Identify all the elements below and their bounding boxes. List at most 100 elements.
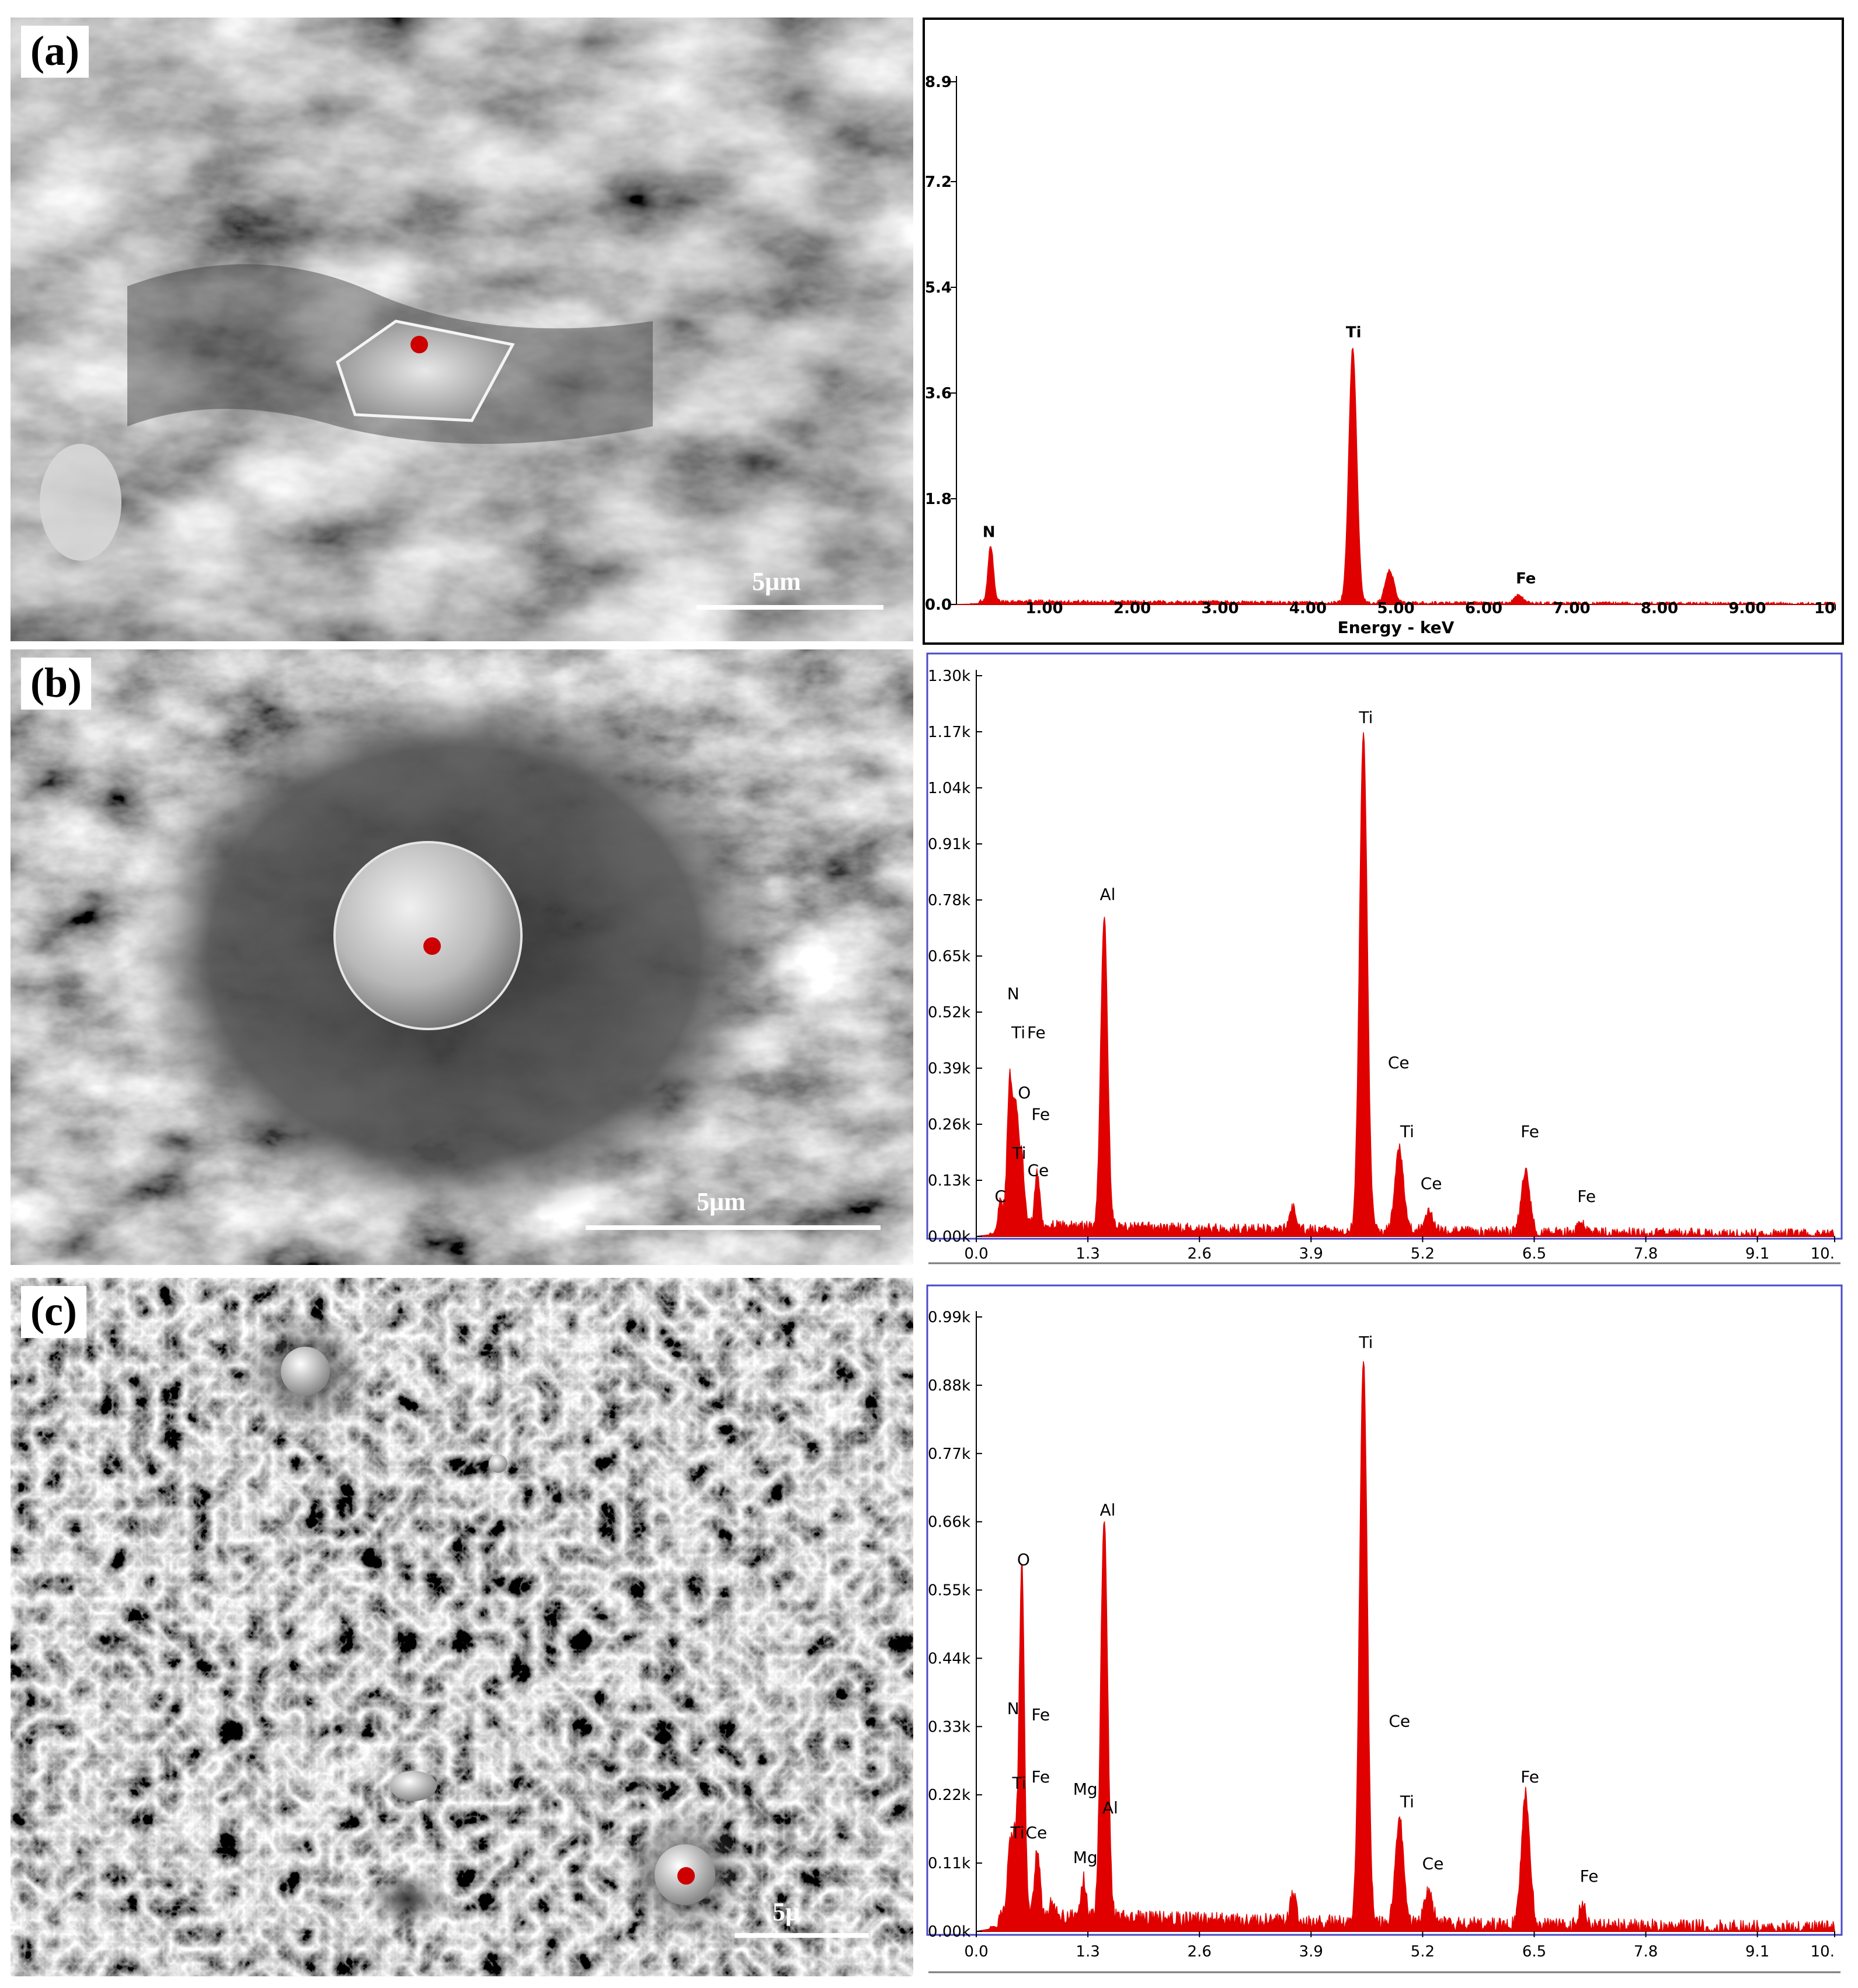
panel-label-b: (b) [21,658,91,710]
y-tick-label: 1.17k [928,724,970,741]
y-tick-label: 0.52k [928,1004,970,1021]
particle-b [333,841,523,1030]
x-tick-label: 9.00 [1728,600,1766,617]
peak-label: Fe [1027,1023,1046,1042]
peak-label: Fe [1577,1187,1596,1206]
spectrum-svg-b: 0.00k 0.13k 0.26k 0.39k 0.52k 0.65k 0.78k 0.91k… [926,652,1843,1264]
analysis-point-marker [423,937,441,955]
peak-label: Ce [1422,1854,1444,1874]
peak-label: Al [1100,885,1115,904]
scale-bar-label-a: 5μm [752,567,801,596]
x-tick-label: 4.00 [1289,600,1327,617]
x-tick-label: 2.6 [1188,1943,1212,1961]
peak-label: Fe [1521,1122,1539,1141]
peak-label: Fe [1580,1867,1599,1886]
y-tick-label: 0.00k [928,1923,970,1941]
peak-label: Fe [1031,1767,1050,1787]
y-tick-label: 3.6 [925,385,952,402]
y-tick-label: 5.4 [925,279,952,297]
scale-bar-b [586,1225,881,1230]
x-tick-label: 1.3 [1076,1943,1100,1961]
y-tick-label: 0.26k [928,1116,970,1134]
peak-label: Ce [1388,1053,1410,1072]
x-tick-label: 10. [1811,1943,1835,1961]
panel-label-a: (a) [21,26,89,78]
peak-label: Fe [1516,570,1536,588]
x-tick-label: 7.8 [1634,1943,1658,1961]
panel-label-c: (c) [21,1286,86,1338]
y-tick-label: 1.8 [925,491,952,508]
peak-label: N [1007,1699,1020,1718]
peak-label: N [1007,984,1020,1003]
peak-label: Fe [1031,1105,1050,1124]
x-tick-label: 2.00 [1114,600,1151,617]
y-tick-label: 0.91k [928,836,970,853]
spectrum-frame [926,1284,1843,1936]
x-tick-label: 10 [1814,600,1835,617]
spectrum-frame [923,18,1844,645]
y-tick-label: 0.0 [925,596,952,614]
y-tick-label: 0.44k [928,1650,970,1667]
y-tick-label: 0.11k [928,1855,970,1872]
peak-label: Ce [1026,1823,1048,1843]
peak-label: Al [1102,1798,1118,1817]
y-tick-label: 0.33k [928,1718,970,1736]
sem-image-a: (a) 5μm [11,18,913,641]
peak-label: Ti [1010,1823,1025,1843]
analysis-point-marker [410,336,428,353]
y-tick-label: 8.9 [925,74,952,91]
x-tick-label: 3.9 [1299,1245,1323,1263]
peak-label: Al [1100,1500,1115,1520]
x-tick-label: 10. [1811,1245,1835,1263]
eds-spectrum-c: 0.00k 0.11k 0.22k 0.33k 0.44k 0.55k 0.66k 0.77k… [923,1282,1845,1977]
y-tick-label: 0.66k [928,1514,970,1531]
x-tick-label: 0.0 [964,1245,988,1263]
peak-label: Mg [1073,1780,1098,1799]
x-tick-label: 2.6 [1188,1245,1212,1263]
y-tick-label: 0.78k [928,892,970,909]
peak-label: Ti [1358,708,1373,727]
y-tick-label: 0.39k [928,1060,970,1078]
spectrum-frame [926,652,1843,1240]
particle-a [336,319,515,422]
peak-label: Ce [1389,1711,1410,1730]
scale-bar-c [735,1933,869,1938]
y-tick-label: 0.55k [928,1582,970,1600]
sem-texture-a [11,18,913,641]
y-tick-label: 0.00k [928,1228,970,1246]
sem-texture-c [11,1278,913,1976]
peak-label: O [1018,1083,1031,1103]
y-tick-label: 0.88k [928,1377,970,1395]
spectrum-svg-a: 0.0 1.8 3.6 5.4 7.2 8.9 1.00 2.00 3.00 4.00 5.00 6.… [923,18,1844,645]
y-tick-label: 1.30k [928,668,970,685]
y-tick-label: 0.99k [928,1309,970,1326]
x-tick-label: 1.3 [1076,1245,1100,1263]
peak-label: Ti [1011,1144,1026,1163]
x-tick-label: 3.9 [1299,1943,1323,1961]
sem-image-c: (c) 5μ [11,1278,913,1976]
peak-label: Fe [1031,1705,1050,1725]
peak-label: Ce [1421,1174,1442,1193]
peak-label: Ti [1400,1792,1414,1811]
peak-label: Ti [1011,1023,1025,1042]
x-tick-label: 6.5 [1522,1245,1546,1263]
x-tick-label: 7.00 [1553,600,1590,617]
analysis-point-marker [677,1867,695,1885]
x-tick-label: 6.5 [1522,1943,1546,1961]
x-tick-label: 9.1 [1745,1943,1769,1961]
x-axis-title: Energy - keV [1338,618,1455,637]
spectrum-svg-c: 0.00k 0.11k 0.22k 0.33k 0.44k 0.55k 0.66k 0.77k… [926,1284,1843,1973]
x-tick-label: 6.00 [1465,600,1502,617]
x-tick-label: 1.00 [1025,600,1063,617]
peak-label: N [983,523,996,541]
scale-bar-a [697,605,883,610]
x-tick-label: 5.2 [1411,1943,1435,1961]
peak-label: Ti [1358,1333,1373,1352]
eds-spectrum-b: 0.00k 0.13k 0.26k 0.39k 0.52k 0.65k 0.78k 0.91k… [923,651,1845,1270]
peak-label: Ti [1400,1122,1414,1141]
sem-texture-b [11,649,913,1265]
peak-label: Fe [1521,1767,1539,1787]
peak-label: Ti [1011,1774,1026,1793]
peak-label: C [994,1187,1006,1206]
peak-label: Ti [1346,324,1362,341]
